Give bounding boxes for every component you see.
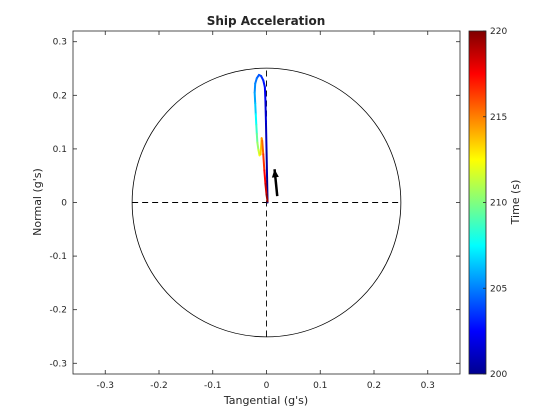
x-tick-label: 0.2	[367, 381, 381, 391]
colorbar-tick-label: 215	[490, 113, 507, 123]
y-tick-label: 0.1	[53, 145, 67, 155]
colorbar-tick-label: 210	[490, 199, 507, 209]
y-tick-label: -0.1	[49, 252, 67, 262]
trajectory-segment	[256, 141, 260, 151]
y-tick-label: 0	[61, 199, 67, 209]
colorbar-tick-label: 205	[490, 284, 507, 294]
x-tick-label: -0.1	[204, 381, 222, 391]
x-tick-label: -0.2	[150, 381, 168, 391]
current-acceleration-vector	[271, 169, 279, 197]
trajectory-segment	[263, 169, 267, 185]
x-axis-ticks: -0.3 -0.2 -0.1 0 0.1 0.2 0.3	[96, 31, 435, 391]
trajectory-segment	[254, 113, 258, 126]
trajectory-segment	[255, 123, 258, 135]
chart-title: Ship Acceleration	[207, 14, 326, 28]
y-axis-ticks: -0.3 -0.2 -0.1 0 0.1 0.2 0.3	[49, 38, 460, 369]
y-tick-label: 0.2	[53, 91, 67, 101]
y-axis-label: Normal (g's)	[31, 168, 44, 236]
trajectory-segment	[253, 82, 257, 94]
trajectory-segment	[253, 91, 257, 105]
trajectory-segment	[255, 132, 259, 144]
trajectory-segment	[262, 79, 266, 89]
x-axis-label: Tangential (g's)	[223, 394, 308, 407]
trajectory-segment	[264, 182, 268, 196]
trajectory-segment	[262, 153, 266, 172]
trajectory-segment	[263, 86, 267, 102]
trajectory-segment	[265, 193, 269, 203]
trajectory-segment	[265, 147, 269, 177]
y-tick-label: 0.3	[53, 38, 67, 48]
colorbar-tick-label: 220	[490, 27, 507, 37]
trajectory-segment	[261, 139, 265, 156]
trajectory-segment	[264, 121, 268, 150]
y-tick-label: -0.3	[49, 359, 67, 369]
x-tick-label: 0	[264, 381, 270, 391]
colorbar-label: Time (s)	[509, 180, 522, 226]
y-tick-label: -0.2	[49, 306, 67, 316]
x-tick-label: 0.3	[421, 381, 435, 391]
trajectory-segment	[254, 102, 257, 116]
trajectory-segment	[264, 99, 267, 124]
acceleration-trajectory	[253, 73, 269, 204]
x-tick-label: -0.3	[96, 381, 114, 391]
colorbar-ticks: 200 205 210 215 220	[483, 27, 507, 380]
colorbar-tick-label: 200	[490, 370, 507, 380]
vector-arrowhead	[271, 169, 279, 178]
x-tick-label: 0.1	[313, 381, 327, 391]
colorbar: 200 205 210 215 220 Time (s)	[468, 27, 522, 380]
